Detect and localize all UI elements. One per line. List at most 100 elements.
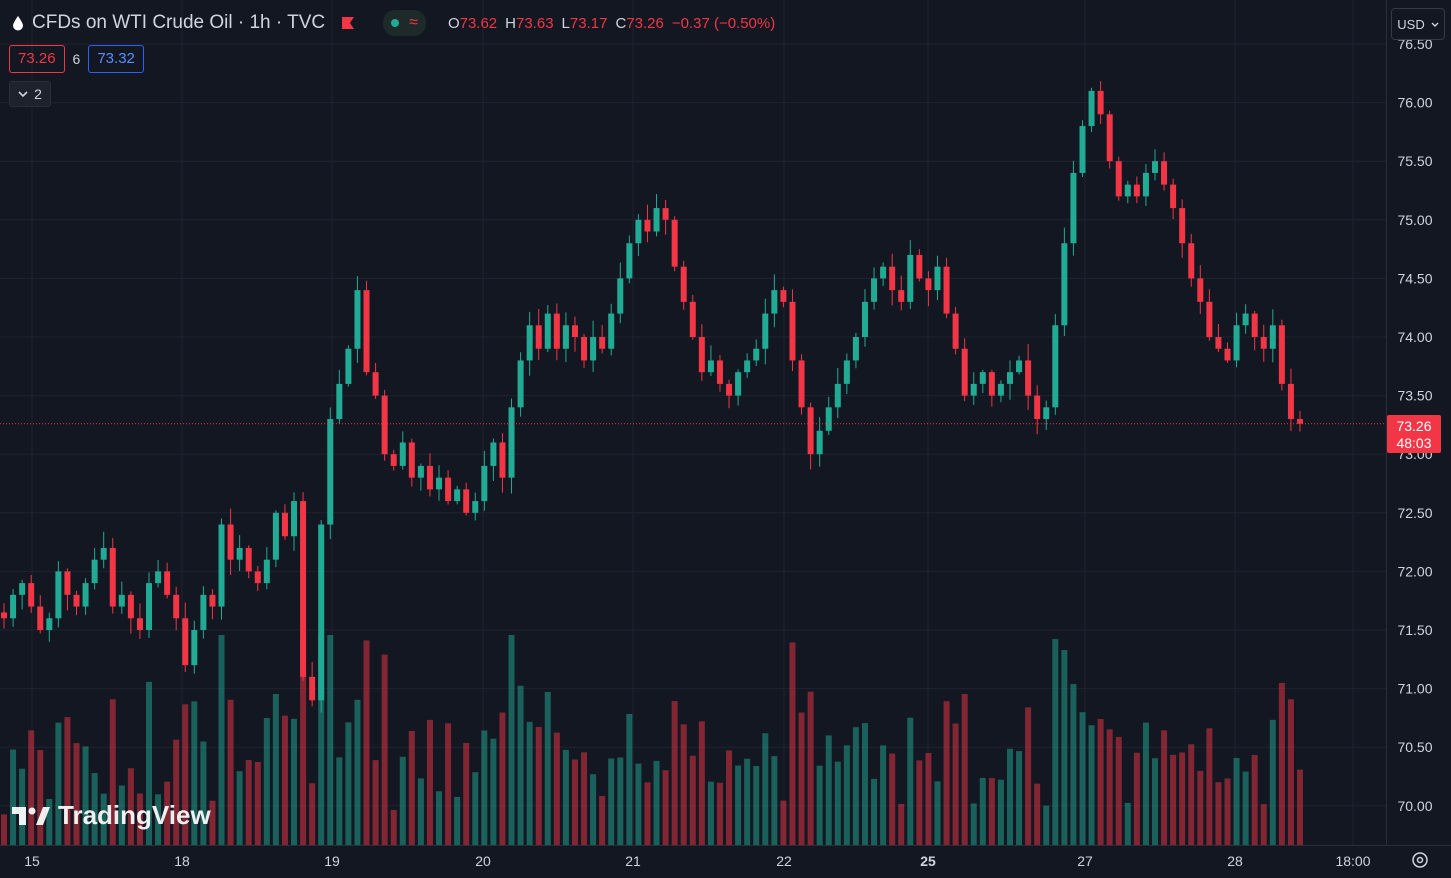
- candle-body: [109, 547, 116, 607]
- volume-bar: [762, 733, 769, 845]
- candle-body: [1115, 161, 1122, 197]
- volume-bar: [1233, 757, 1240, 845]
- candle-body: [807, 407, 814, 455]
- volume-bar: [399, 756, 406, 845]
- candle-body: [100, 547, 107, 560]
- volume-bar: [943, 701, 950, 845]
- volume-bar: [1179, 752, 1186, 845]
- volume-bar: [1206, 728, 1213, 845]
- candle-body: [753, 348, 760, 361]
- flag-icon[interactable]: [341, 16, 355, 30]
- volume-bar: [10, 749, 17, 845]
- candle-body: [354, 290, 361, 349]
- chart-settings-button[interactable]: [1408, 848, 1432, 872]
- candle-body: [626, 243, 633, 279]
- currency-button[interactable]: USD: [1391, 8, 1445, 40]
- candle-body: [1025, 360, 1032, 396]
- candle-body: [1088, 90, 1095, 127]
- volume-bar: [798, 712, 805, 845]
- candle-body: [37, 606, 44, 630]
- volume-bar: [662, 770, 669, 845]
- candle-body: [1179, 208, 1186, 244]
- candle-body: [345, 348, 352, 384]
- candle-body: [1079, 126, 1086, 173]
- candle-body: [1006, 372, 1013, 384]
- candle-body: [635, 219, 642, 244]
- candle-body: [1197, 278, 1204, 302]
- volume-bar: [408, 730, 415, 845]
- volume-bar: [1097, 718, 1104, 845]
- candle-body: [843, 360, 850, 384]
- volume-bar: [291, 718, 298, 845]
- volume-bar: [843, 745, 850, 845]
- candle-body: [1297, 419, 1303, 424]
- volume-bar: [64, 717, 71, 845]
- symbol-title[interactable]: CFDs on WTI Crude Oil · 1h · TVC: [32, 12, 326, 33]
- candle-body: [662, 208, 669, 220]
- candle-body: [472, 501, 479, 513]
- volume-bar: [1297, 769, 1303, 845]
- volume-bar: [254, 761, 261, 845]
- indicators-toggle-button[interactable]: 2: [9, 81, 51, 107]
- volume-bar: [726, 750, 733, 845]
- candle-body: [517, 360, 524, 408]
- volume-bar: [300, 635, 307, 845]
- time-tick-label: 28: [1227, 853, 1243, 869]
- volume-bar: [997, 779, 1004, 845]
- volume-bar: [544, 691, 551, 845]
- time-axis: 15 18 19 20 21 22 25 27 28 18:00: [24, 853, 1371, 869]
- volume-bar: [635, 763, 642, 845]
- candle-body: [336, 383, 343, 420]
- candle-body: [780, 290, 787, 302]
- candle-body: [1206, 301, 1213, 337]
- volume-bar: [753, 766, 760, 845]
- candle-body: [934, 266, 941, 291]
- candle-body: [1278, 325, 1285, 384]
- volume-bar: [345, 722, 352, 845]
- market-status-pill[interactable]: ≈: [383, 10, 426, 36]
- time-tick-label: 20: [475, 853, 491, 869]
- candle-body: [245, 547, 252, 572]
- volume-bar: [1, 814, 7, 845]
- volume-bar: [571, 759, 578, 845]
- candle-body: [544, 313, 551, 349]
- volume-bar: [118, 785, 125, 845]
- volume-bar: [1006, 748, 1013, 845]
- volume-bar: [182, 704, 189, 845]
- candle-body: [499, 442, 506, 478]
- volume-bar: [1079, 712, 1086, 845]
- volume-bar: [309, 783, 316, 845]
- volume-bar: [46, 798, 53, 845]
- volume-bar: [581, 752, 588, 845]
- volume-bar: [916, 760, 923, 845]
- volume-bar: [164, 781, 171, 845]
- time-tick-label: 18: [174, 853, 190, 869]
- price-tick-label: 76.50: [1397, 36, 1432, 52]
- volume-bar: [136, 793, 143, 845]
- volume-bar: [771, 756, 778, 845]
- candle-body: [508, 407, 515, 478]
- time-tick-label: 22: [776, 853, 792, 869]
- candle-body: [698, 337, 705, 373]
- candle-body: [309, 676, 316, 701]
- bid-price-button[interactable]: 73.26: [9, 45, 65, 73]
- candle-body: [1242, 313, 1249, 326]
- volume-bar: [907, 717, 914, 845]
- candle-body: [535, 325, 542, 349]
- candle-body: [1133, 184, 1140, 197]
- volume-bar: [816, 765, 823, 845]
- volume-bar: [372, 760, 379, 845]
- candle-body: [445, 477, 452, 502]
- volume-bar: [1043, 805, 1050, 845]
- candle-body: [318, 524, 325, 701]
- tradingview-logo[interactable]: TradingView: [12, 800, 211, 831]
- volume-bar: [463, 742, 470, 845]
- volume-bar: [472, 772, 479, 845]
- candle-body: [291, 501, 298, 537]
- candle-body: [861, 301, 868, 337]
- volume-bar: [1224, 778, 1231, 845]
- price-change: −0.37 (−0.50%): [671, 14, 776, 32]
- ask-price-button[interactable]: 73.32: [88, 45, 144, 73]
- candle-body: [1260, 337, 1267, 349]
